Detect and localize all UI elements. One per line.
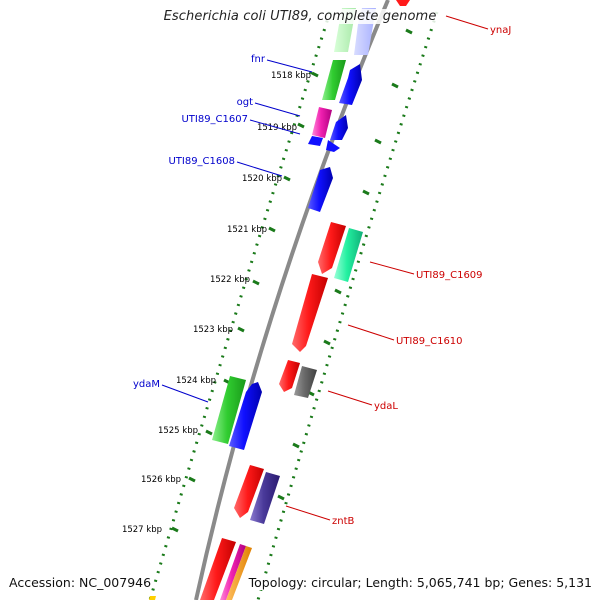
ruler-tick — [311, 71, 319, 78]
gene-arrow — [234, 465, 264, 518]
ruler-tick — [283, 175, 291, 182]
ruler-tick — [188, 476, 196, 483]
map-title-text: Escherichia coli UTI89, complete genome — [160, 9, 440, 24]
gene-arrow — [294, 366, 317, 398]
gene-arrow — [250, 472, 280, 524]
ruler-label: 1525 kbp — [158, 426, 198, 436]
gene-arrow — [312, 107, 332, 138]
gene-label-forward: fnr — [251, 54, 266, 65]
gene-arrow — [330, 115, 348, 140]
genome-summary-text: Topology: circular; Length: 5,065,741 bp… — [248, 575, 592, 590]
ruler-label: 1524 kbp — [176, 376, 216, 386]
genome-backbone — [194, 0, 390, 600]
ruler-tick — [237, 326, 245, 333]
gene-label-forward: ydaM — [133, 379, 160, 390]
gene-arrow — [308, 167, 333, 212]
map-title: Escherichia coli UTI89, complete genome — [0, 9, 600, 24]
gene-label-reverse: zntB — [332, 516, 355, 527]
ruler-label: 1518 kbp — [271, 71, 311, 81]
gene-arrow — [396, 0, 410, 6]
gene-arrow — [308, 136, 323, 146]
accession-label: Accession: NC_007946 — [9, 575, 152, 590]
gene-arrow — [220, 544, 246, 600]
gene-arrow — [212, 376, 246, 444]
gene-arrow — [326, 140, 340, 152]
gene-arrow — [322, 60, 346, 100]
gene-arrow — [229, 382, 262, 450]
gene-arrow — [318, 222, 346, 274]
ruler-tick — [268, 226, 276, 233]
ruler-label: 1522 kbp — [210, 275, 250, 285]
ruler-tick — [252, 279, 260, 286]
ruler-tick — [205, 429, 213, 436]
gene-arrow — [200, 538, 236, 600]
ruler-label: 1526 kbp — [141, 475, 181, 485]
gene-label-reverse: UTI89_C1610 — [396, 336, 463, 347]
gene-arrow — [226, 546, 252, 600]
gene-label-forward: UTI89_C1608 — [168, 156, 235, 167]
gene-arrow — [149, 596, 156, 600]
ruler-tick — [171, 526, 179, 533]
gene-arrow — [334, 228, 363, 282]
gene-label-reverse: UTI89_C1609 — [416, 270, 483, 281]
gene-label-reverse: ydaL — [374, 401, 398, 412]
accession-text: Accession: NC_007946 — [9, 575, 152, 590]
ruler-label: 1521 kbp — [227, 225, 267, 235]
gene-label-reverse: ynaJ — [490, 25, 511, 36]
gene-arrow — [279, 360, 300, 392]
gene-label-forward: ogt — [237, 97, 253, 108]
ruler-label: 1520 kbp — [242, 174, 282, 184]
ruler-tick — [297, 122, 305, 129]
ruler-label: 1527 kbp — [122, 525, 162, 535]
gene-arrow — [339, 64, 362, 105]
gene-arrow — [292, 274, 328, 352]
gene-label-forward: UTI89_C1607 — [181, 114, 248, 125]
ruler-label: 1523 kbp — [193, 325, 233, 335]
genome-summary: Topology: circular; Length: 5,065,741 bp… — [248, 575, 592, 590]
